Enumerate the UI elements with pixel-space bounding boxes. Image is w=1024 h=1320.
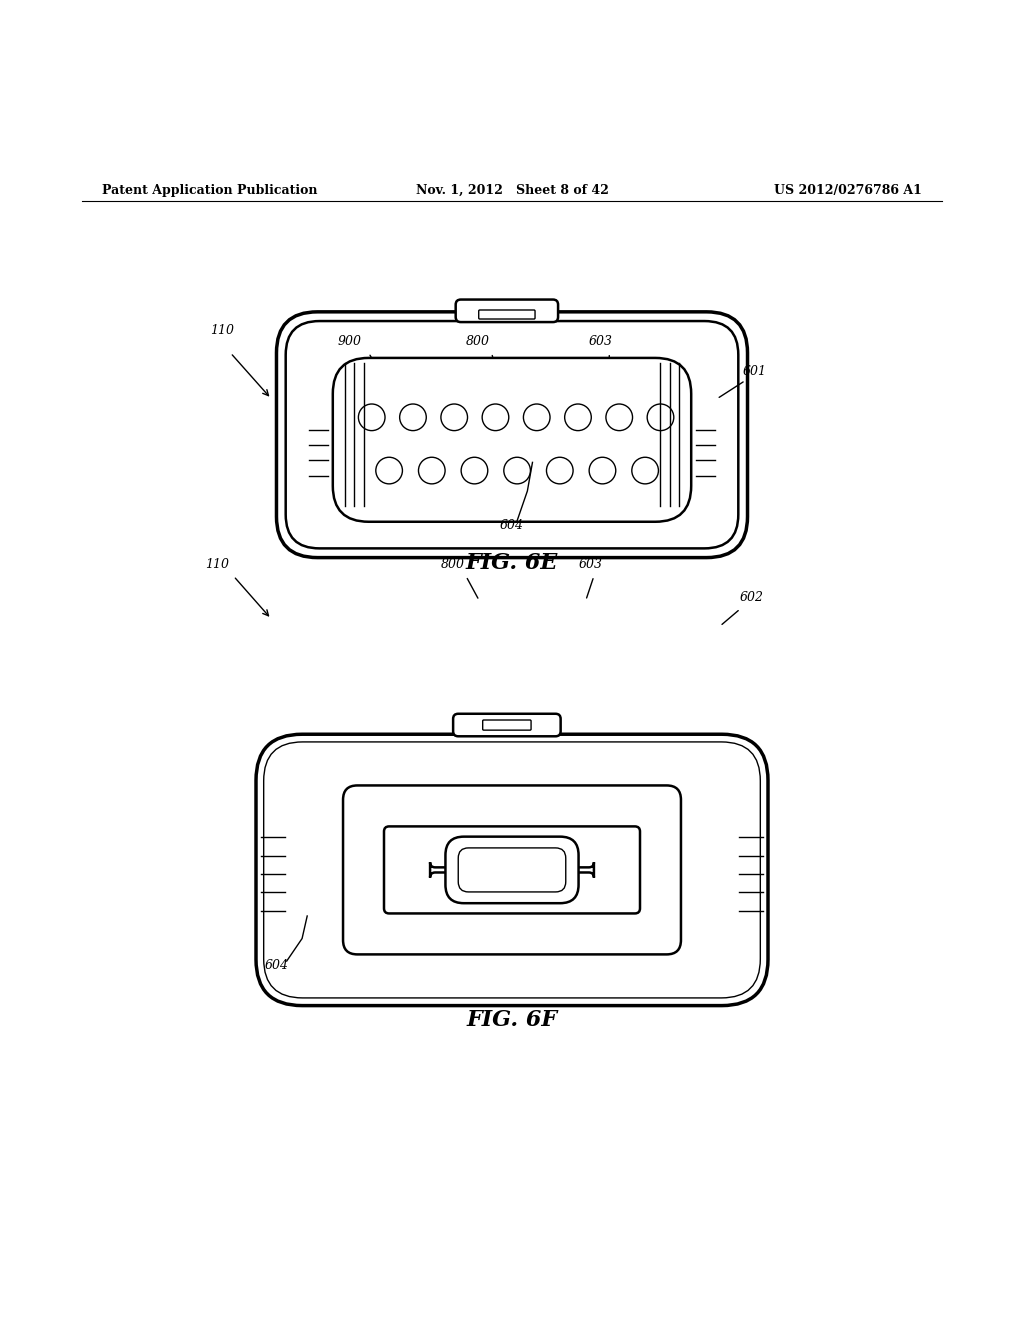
FancyBboxPatch shape [482, 719, 531, 730]
FancyBboxPatch shape [343, 785, 681, 954]
FancyBboxPatch shape [256, 734, 768, 1006]
Text: 900: 900 [338, 334, 361, 347]
Text: 604: 604 [500, 519, 524, 532]
FancyBboxPatch shape [453, 714, 561, 737]
Text: 800: 800 [466, 334, 489, 347]
FancyBboxPatch shape [459, 847, 565, 892]
FancyBboxPatch shape [430, 862, 594, 878]
Text: 110: 110 [205, 558, 228, 570]
Text: Patent Application Publication: Patent Application Publication [102, 183, 317, 197]
Text: 800: 800 [440, 558, 464, 570]
FancyBboxPatch shape [384, 826, 640, 913]
Text: FIG. 6E: FIG. 6E [466, 552, 558, 574]
Text: 601: 601 [742, 366, 766, 379]
Text: 603: 603 [579, 558, 602, 570]
Text: 110: 110 [210, 325, 233, 338]
FancyBboxPatch shape [333, 358, 691, 521]
Text: Nov. 1, 2012   Sheet 8 of 42: Nov. 1, 2012 Sheet 8 of 42 [416, 183, 608, 197]
FancyBboxPatch shape [478, 310, 535, 319]
Text: 603: 603 [589, 334, 612, 347]
FancyBboxPatch shape [276, 312, 748, 557]
FancyBboxPatch shape [445, 837, 579, 903]
Text: 604: 604 [264, 960, 288, 973]
Text: US 2012/0276786 A1: US 2012/0276786 A1 [774, 183, 922, 197]
FancyBboxPatch shape [456, 300, 558, 322]
Text: 602: 602 [739, 590, 763, 603]
Text: FIG. 6F: FIG. 6F [467, 1010, 557, 1031]
